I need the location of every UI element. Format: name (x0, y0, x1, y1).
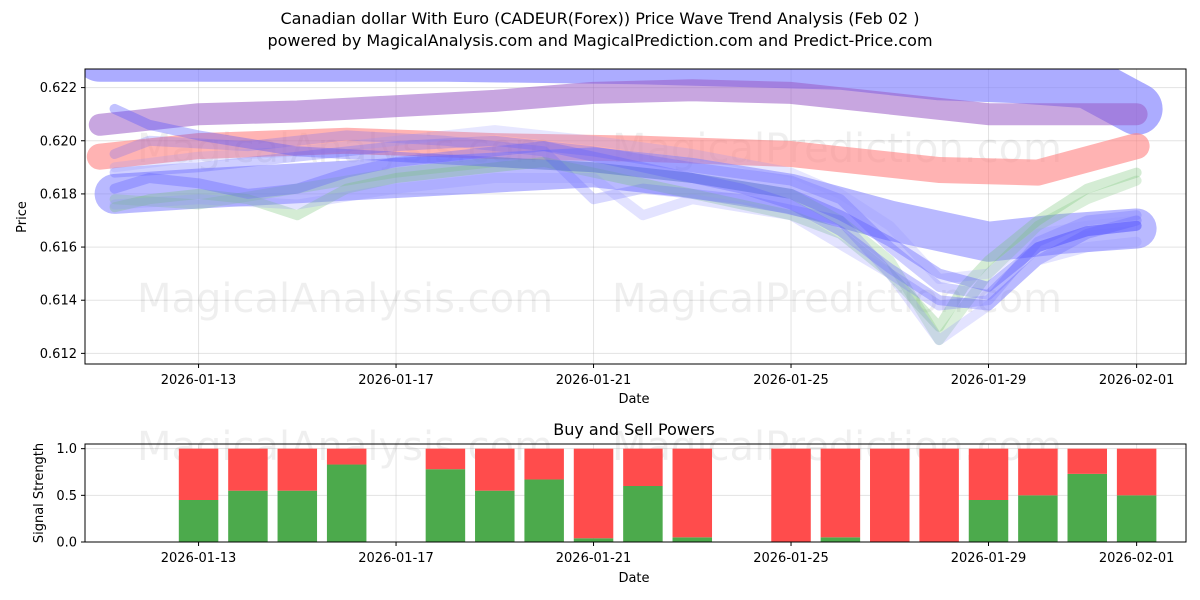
bar-xtick-label: 2026-02-01 (1099, 551, 1175, 566)
sell-bar (425, 448, 466, 470)
series-wave-blue-5 (109, 125, 1142, 284)
bar-xtick-label: 2026-01-17 (358, 551, 434, 566)
series-wave-green-2 (109, 157, 1142, 346)
series-wave-green-1 (109, 157, 1142, 332)
series-upper-band-red (86, 127, 1150, 186)
buy-bar (1018, 495, 1058, 542)
sell-bar (524, 448, 564, 480)
sell-bar (178, 448, 219, 500)
bar-ytick-label: 0.0 (56, 536, 77, 551)
buy-bar (475, 490, 515, 542)
bar-chart-ticks: 2026-01-13 2026-01-17 2026-01-21 2026-01-25… (56, 442, 1174, 566)
sell-bar (771, 448, 811, 542)
price-chart-xlabel: Date (618, 392, 649, 407)
buy-bar (277, 490, 318, 542)
price-xtick-label: 2026-01-25 (753, 373, 829, 388)
series-wave-blue-1 (109, 141, 1142, 311)
series-wave-blue-3 (109, 130, 1142, 311)
sell-bar (277, 448, 318, 491)
buy-bar (1116, 495, 1157, 542)
bar-chart-xlabel: Date (618, 571, 649, 586)
price-xtick-label: 2026-01-13 (161, 373, 237, 388)
sell-bar (1018, 448, 1058, 496)
price-series-group (85, 69, 1163, 346)
sell-bar (1067, 448, 1108, 474)
sell-bar (672, 448, 713, 538)
buy-bar (524, 479, 564, 542)
series-upper-band-blue (85, 69, 1163, 135)
bar-chart-frame (84, 443, 1187, 543)
sell-bar (919, 448, 959, 542)
sell-bar (968, 448, 1009, 500)
bar-xtick-label: 2026-01-13 (161, 551, 237, 566)
bar-chart-ylabel: Signal Strength (32, 443, 47, 543)
buy-bar (178, 500, 219, 542)
price-chart-ylabel: Price (15, 201, 30, 233)
bar-xtick-label: 2026-01-25 (753, 551, 829, 566)
buy-bar (623, 486, 663, 542)
bar-ytick-label: 0.5 (56, 489, 77, 504)
sell-bar (820, 448, 861, 538)
bar-ytick-label: 1.0 (56, 442, 77, 457)
buy-bar (573, 538, 614, 542)
series-wave-blue-6 (109, 103, 1142, 292)
price-ytick-label: 0.622 (40, 81, 77, 96)
series-lower-band-blue (94, 147, 1157, 262)
price-ytick-label: 0.614 (40, 294, 77, 309)
bar-group (178, 448, 1157, 542)
series-wave-blue-2 (109, 135, 1142, 300)
buy-bar (228, 490, 268, 542)
watermark-analysis-top-2: MagicalAnalysis.com (137, 276, 553, 322)
sell-bar (870, 448, 910, 542)
chart-title-block: Canadian dollar With Euro (CADEUR(Forex)… (0, 8, 1200, 52)
sell-bar (326, 448, 367, 465)
chart-title-line2: powered by MagicalAnalysis.com and Magic… (267, 31, 933, 50)
bar-chart-title: Buy and Sell Powers (553, 420, 715, 439)
buy-bar (672, 537, 713, 542)
price-ytick-label: 0.620 (40, 134, 77, 149)
sell-bar (1116, 448, 1157, 496)
series-upper-band-purple (88, 79, 1148, 136)
buy-bar (326, 464, 367, 542)
buy-bar (1067, 473, 1108, 542)
sell-bar (573, 448, 614, 539)
price-xtick-label: 2026-01-21 (556, 373, 632, 388)
price-chart-ticks: 2026-01-13 2026-01-17 2026-01-21 2026-01-25… (40, 81, 1175, 388)
buy-bar (425, 469, 466, 542)
bar-xtick-label: 2026-01-21 (556, 551, 632, 566)
price-xtick-label: 2026-01-29 (951, 373, 1027, 388)
buy-bar (968, 500, 1009, 542)
price-ytick-label: 0.612 (40, 347, 77, 362)
price-xtick-label: 2026-01-17 (358, 373, 434, 388)
sell-bar (228, 448, 268, 491)
watermark-prediction-top-2: MagicalPrediction.com (612, 276, 1062, 322)
price-ytick-label: 0.616 (40, 241, 77, 256)
price-ytick-label: 0.618 (40, 187, 77, 202)
chart-title-line1: Canadian dollar With Euro (CADEUR(Forex)… (280, 9, 920, 28)
price-xtick-label: 2026-02-01 (1099, 373, 1175, 388)
series-wave-blue-4 (109, 173, 1142, 346)
price-chart-frame (84, 68, 1187, 365)
sell-bar (475, 448, 515, 491)
sell-bar (623, 448, 663, 486)
buy-bar (820, 537, 861, 542)
bar-xtick-label: 2026-01-29 (951, 551, 1027, 566)
